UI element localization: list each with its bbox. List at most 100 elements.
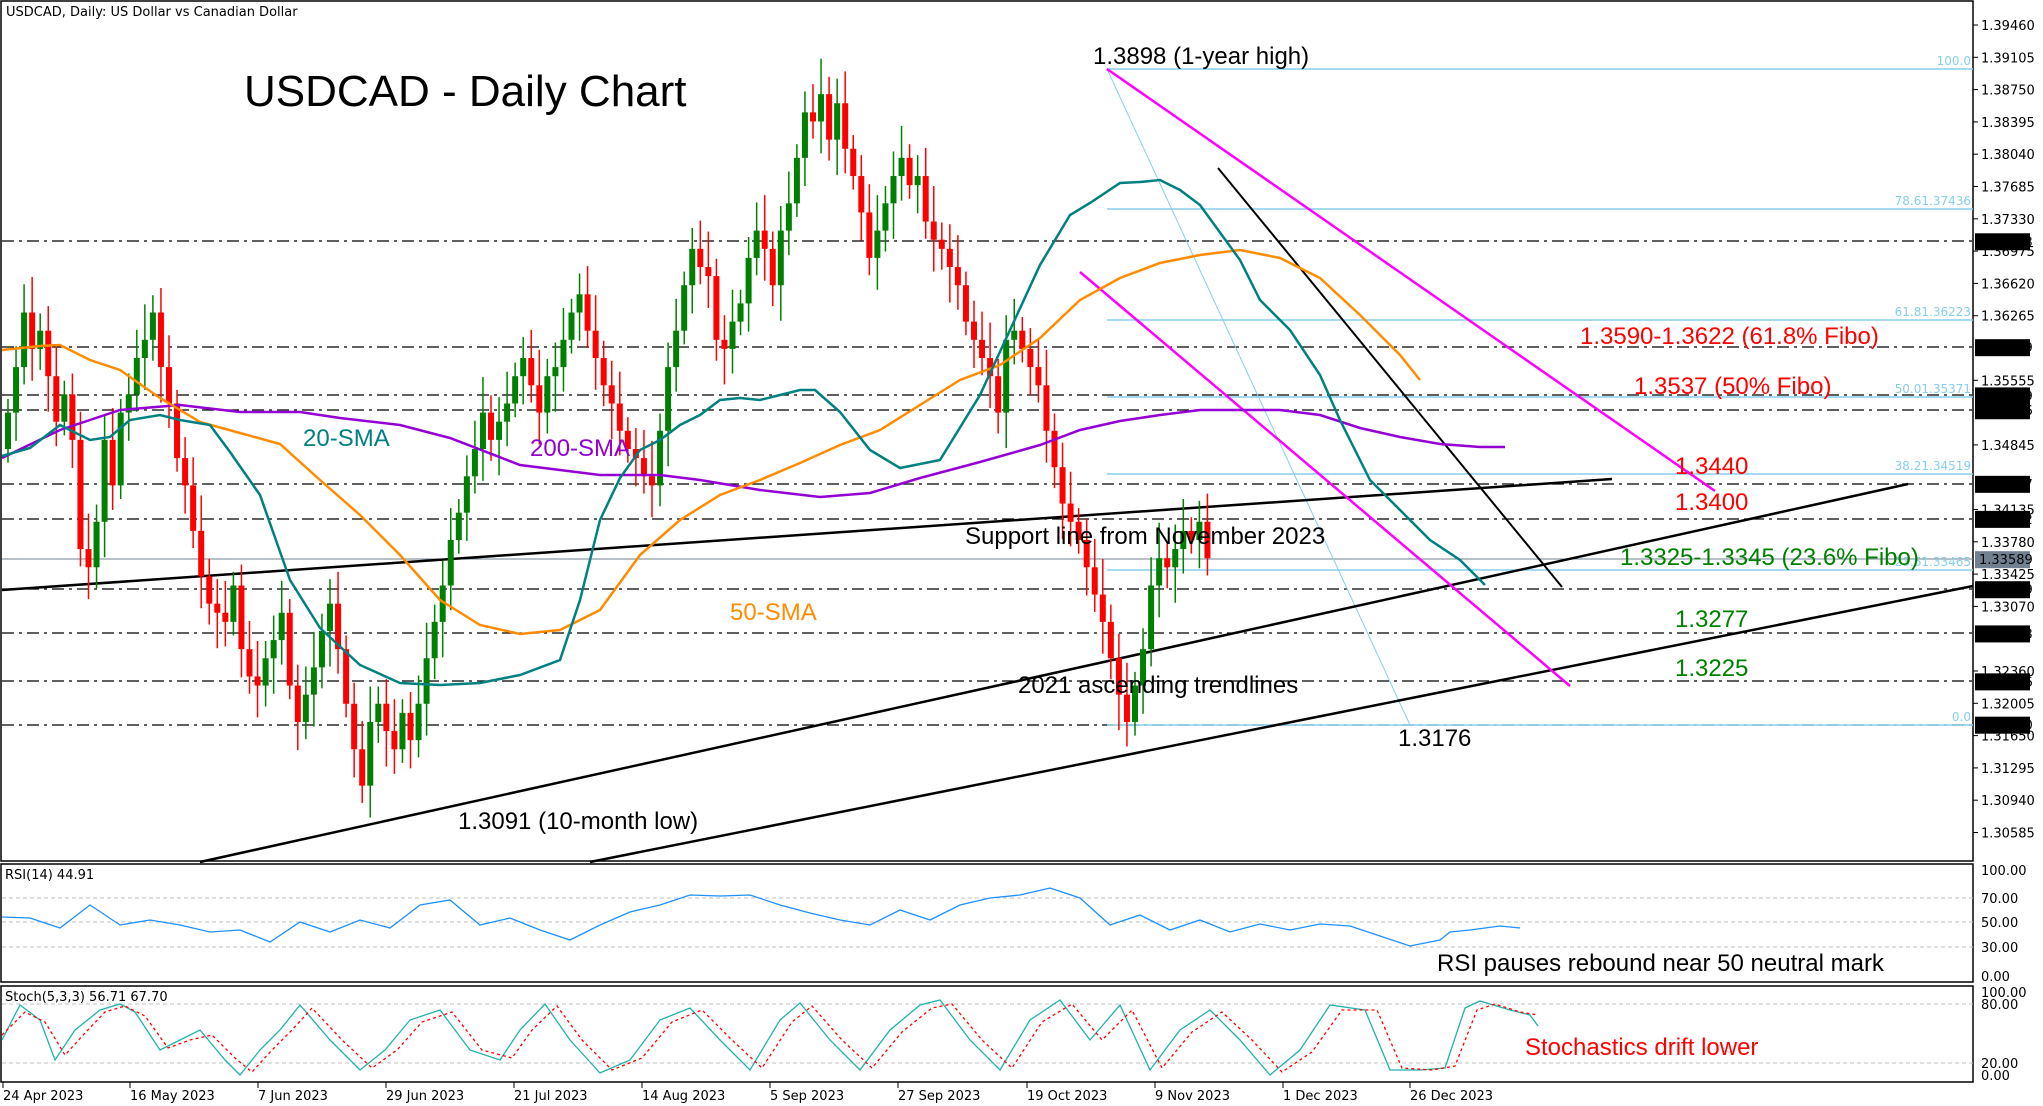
rsi-line [1,887,1521,947]
sma-20-line [1,178,1486,687]
rsi-pane: RSI(14) 44.91 RSI pauses rebound near 50… [1,864,2027,985]
label-sma200: 200-SMA [530,435,630,462]
label-r50: 1.3537 (50% Fibo) [1634,373,1831,400]
svg-text:1.34417: 1.34417 [1979,478,2033,493]
label-r1: 1.3440 [1675,453,1748,480]
svg-text:78.61.37436: 78.61.37436 [1895,194,1971,208]
svg-text:100.00: 100.00 [1981,986,2027,1001]
svg-text:38.21.34519: 38.21.34519 [1895,459,1971,473]
svg-text:1.34032: 1.34032 [1979,513,2033,528]
svg-text:80.00: 80.00 [1981,998,2018,1013]
svg-text:9 Nov 2023: 9 Nov 2023 [1155,1089,1230,1104]
svg-text:0.0: 0.0 [1952,710,1971,724]
svg-text:1.30585: 1.30585 [1981,827,2035,842]
svg-text:19 Oct 2023: 19 Oct 2023 [1027,1089,1107,1104]
svg-text:50.01.35371: 50.01.35371 [1895,382,1971,396]
stochastic-pane: Stoch(5,3,3) 56.71 67.70 Stochastics dri… [1,986,2027,1084]
label-s236: 1.3325-1.3345 (23.6% Fibo) [1620,544,1919,571]
price-scale: 1.39460 1.39105 1.38750 1.38395 1.38040 1.376… [1973,19,2035,842]
svg-text:1.37083: 1.37083 [1979,235,2033,250]
trendline-2021-lower [589,584,1974,864]
svg-text:1.39105: 1.39105 [1981,51,2035,66]
svg-text:21 Jul 2023: 21 Jul 2023 [514,1089,588,1104]
svg-text:1.37330: 1.37330 [1981,213,2035,228]
svg-text:7 Jun 2023: 7 Jun 2023 [258,1089,328,1104]
pane-frames [0,0,1974,1083]
svg-text:1.37685: 1.37685 [1981,181,2035,196]
svg-text:1.38395: 1.38395 [1981,116,2035,131]
svg-text:30.00: 30.00 [1981,941,2018,956]
label-sma50: 50-SMA [730,599,817,626]
svg-text:61.81.36223: 61.81.36223 [1895,305,1971,319]
rsi-annotation: RSI pauses rebound near 50 neutral mark [1437,950,1885,977]
annotation-low: 1.3176 [1398,725,1471,752]
label-s2: 1.3225 [1675,655,1748,682]
stoch-annotation: Stochastics drift lower [1525,1034,1758,1061]
svg-text:0.00: 0.00 [1981,970,2010,985]
chart-annotations: 1.3898 (1-year high) 1.3091 (10-month lo… [303,43,1919,835]
svg-text:27 Sep 2023: 27 Sep 2023 [898,1089,980,1104]
svg-text:1.30940: 1.30940 [1981,794,2035,809]
svg-text:1.36620: 1.36620 [1981,277,2035,292]
support-line-nov-2023 [1,477,1613,592]
svg-text:1.35919: 1.35919 [1979,341,2033,356]
svg-text:1.38750: 1.38750 [1981,84,2035,99]
svg-text:16 May 2023: 16 May 2023 [130,1089,215,1104]
fibonacci-labels: 100.0 78.61.37436 61.81.36223 50.01.3537… [1895,54,1971,724]
channel-lines [1079,67,1716,687]
svg-text:100.0: 100.0 [1937,54,1971,68]
chart-title: USDCAD - Daily Chart [244,67,687,116]
label-r2: 1.3400 [1675,489,1748,516]
svg-text:1.32005: 1.32005 [1981,697,2035,712]
svg-text:5 Sep 2023: 5 Sep 2023 [770,1089,844,1104]
sma-200-line [1,403,1505,499]
svg-text:50.00: 50.00 [1981,916,2018,931]
svg-text:1.36265: 1.36265 [1981,310,2035,325]
svg-text:1 Dec 2023: 1 Dec 2023 [1283,1089,1358,1104]
label-r618: 1.3590-1.3622 (61.8% Fibo) [1580,323,1879,350]
svg-text:29 Jun 2023: 29 Jun 2023 [386,1089,464,1104]
svg-text:1.35226: 1.35226 [1979,404,2033,419]
svg-text:1.33070: 1.33070 [1981,600,2035,615]
label-support-nov: Support line from November 2023 [965,523,1325,550]
svg-text:100.00: 100.00 [1981,864,2027,879]
svg-text:26 Dec 2023: 26 Dec 2023 [1410,1089,1493,1104]
trendlines [1,167,1974,864]
svg-text:1.31770: 1.31770 [1979,719,2033,734]
svg-text:14 Aug 2023: 14 Aug 2023 [642,1089,725,1104]
label-s1: 1.3277 [1675,606,1748,633]
svg-text:1.35389: 1.35389 [1979,389,2033,404]
svg-text:1.39460: 1.39460 [1981,19,2035,34]
fibonacci-levels [1106,68,1973,726]
svg-text:24 Apr 2023: 24 Apr 2023 [3,1089,83,1104]
svg-text:1.33259: 1.33259 [1979,583,2033,598]
short-term-downtrend [1217,167,1563,588]
date-axis: 24 Apr 2023 16 May 2023 7 Jun 2023 29 Jun 2… [2,1082,1493,1104]
svg-text:20.00: 20.00 [1981,1057,2018,1072]
svg-text:1.33780: 1.33780 [1981,536,2035,551]
horizontal-levels [2,240,1973,726]
svg-text:1.32246: 1.32246 [1979,675,2033,690]
annotation-low10m: 1.3091 (10-month low) [458,808,698,835]
svg-text:0.00: 0.00 [1981,1069,2010,1084]
svg-text:1.31295: 1.31295 [1981,762,2035,777]
svg-text:1.34845: 1.34845 [1981,439,2035,454]
symbol-line: USDCAD, Daily: US Dollar vs Canadian Dol… [6,5,298,20]
stoch-main-line [1,999,1539,1076]
label-trend2021: 2021 ascending trendlines [1018,672,1298,699]
svg-text:1.33425: 1.33425 [1981,568,2035,583]
candlesticks [5,58,1211,818]
svg-text:1.35555: 1.35555 [1981,374,2035,389]
svg-text:23.61.33465: 23.61.33465 [1895,555,1971,569]
annotation-high: 1.3898 (1-year high) [1093,43,1309,70]
stoch-label: Stoch(5,3,3) 56.71 67.70 [5,990,168,1005]
svg-text:1.32773: 1.32773 [1979,627,2033,642]
stoch-signal-line [1,1003,1539,1073]
svg-text:1.33589: 1.33589 [1979,553,2033,568]
label-sma20: 20-SMA [303,425,390,452]
svg-text:70.00: 70.00 [1981,892,2018,907]
trendline-2021-upper [199,482,1909,864]
svg-text:1.38040: 1.38040 [1981,148,2035,163]
rsi-label: RSI(14) 44.91 [5,868,94,883]
